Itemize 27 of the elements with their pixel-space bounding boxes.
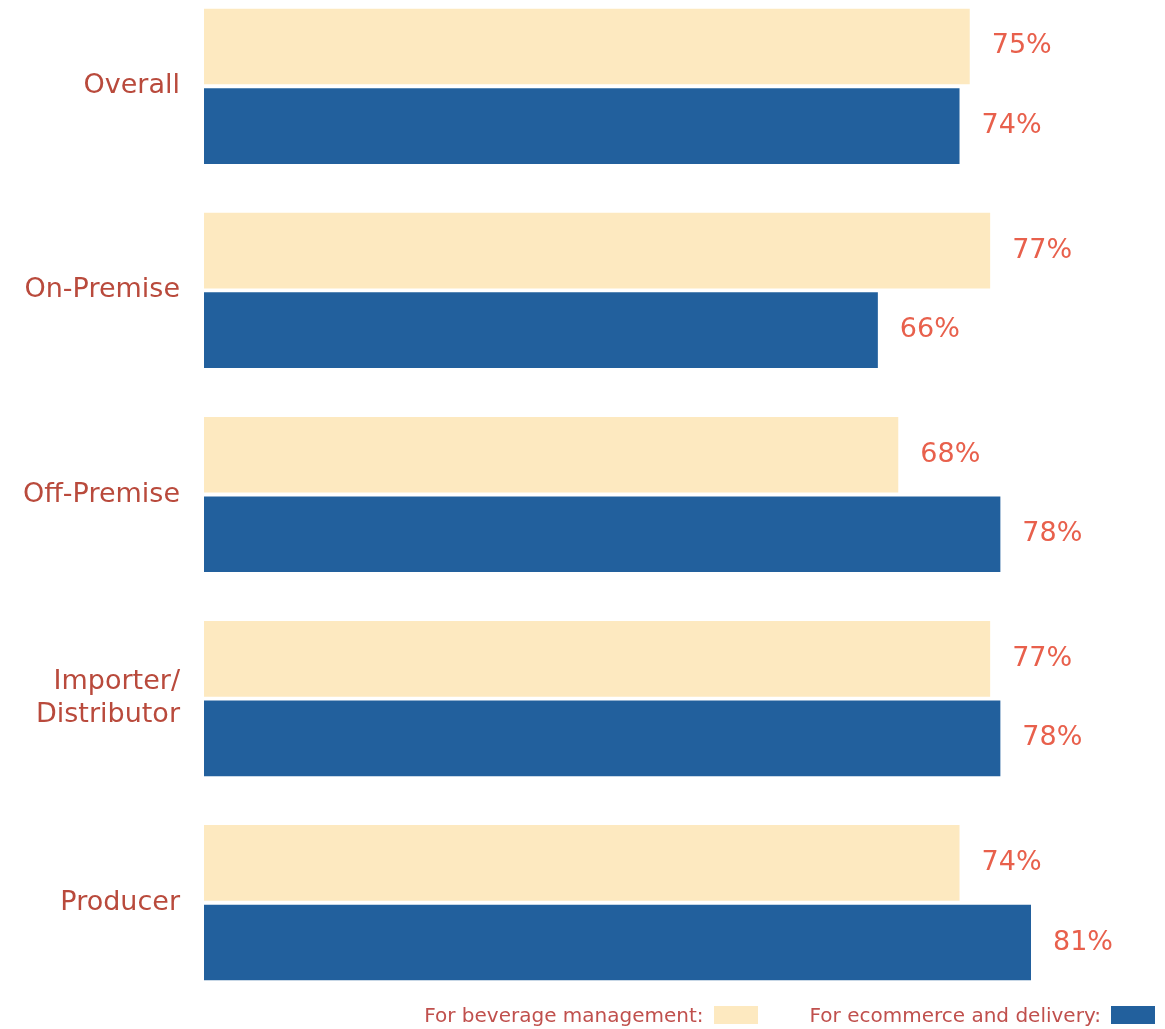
data-label: 74% — [981, 108, 1042, 140]
data-label: 66% — [899, 312, 960, 344]
bar — [204, 904, 1031, 981]
bar — [204, 212, 991, 289]
y-tick-label: Producer — [60, 884, 181, 916]
y-tick-label: Importer/ Distributor — [35, 664, 181, 728]
bar — [204, 292, 878, 368]
bar — [204, 496, 1001, 573]
bar — [204, 825, 960, 901]
data-label: 78% — [1022, 516, 1083, 548]
y-tick-label: Overall — [83, 68, 180, 100]
bar — [204, 8, 970, 85]
legend-label: For ecommerce and delivery: — [809, 1003, 1101, 1027]
bar — [204, 88, 960, 164]
bar — [204, 700, 1001, 777]
data-label: 68% — [920, 436, 981, 468]
y-tick-label: On-Premise — [24, 272, 180, 304]
data-label: 81% — [1053, 924, 1114, 956]
data-label: 77% — [1012, 640, 1073, 672]
data-label: 75% — [991, 28, 1052, 60]
data-label: 74% — [981, 844, 1042, 876]
data-label: 78% — [1022, 720, 1083, 752]
bar — [204, 416, 899, 493]
bar — [204, 621, 991, 697]
data-label: 77% — [1012, 232, 1073, 264]
y-tick-label: Off-Premise — [22, 476, 180, 508]
legend-label: For beverage management: — [424, 1003, 704, 1027]
